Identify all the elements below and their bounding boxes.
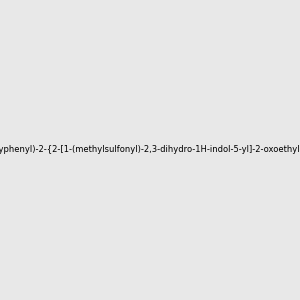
Text: 6-(4-fluoro-2-methoxyphenyl)-2-{2-[1-(methylsulfonyl)-2,3-dihydro-1H-indol-5-yl]: 6-(4-fluoro-2-methoxyphenyl)-2-{2-[1-(me… — [0, 146, 300, 154]
